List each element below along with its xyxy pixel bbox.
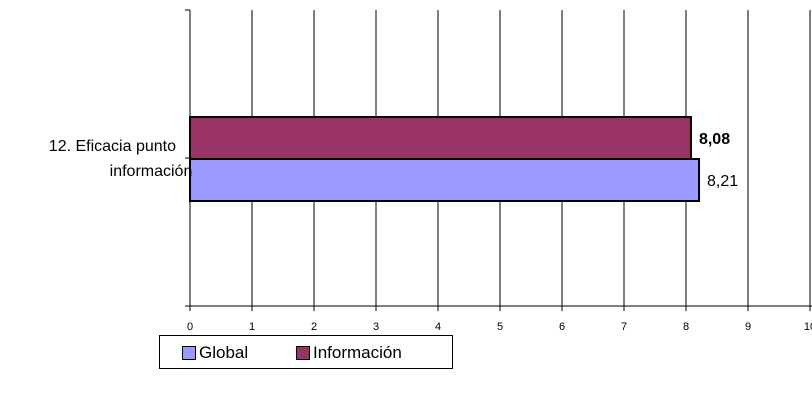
x-tick-label-6: 6 [559, 321, 565, 333]
x-tick-label-10: 10 [804, 321, 812, 333]
category-label-line-2: información [110, 163, 193, 180]
x-tick-label-7: 7 [621, 321, 627, 333]
legend-item-global: Global [182, 343, 248, 363]
legend-swatch-global [182, 346, 196, 360]
x-tick-label-1: 1 [249, 321, 255, 333]
bars: 8,08 8,21 [189, 116, 738, 202]
x-tick-label-8: 8 [683, 321, 689, 333]
legend-label-informacion: Información [313, 343, 402, 362]
x-tick-label-4: 4 [435, 321, 441, 333]
x-tick-labels: 0 1 2 3 4 5 6 7 8 9 10 [187, 321, 812, 333]
legend-label-global: Global [199, 343, 249, 362]
x-tick-label-2: 2 [311, 321, 317, 333]
legend-swatch-informacion [296, 346, 310, 360]
x-tick-label-9: 9 [745, 321, 751, 333]
legend: Global Información [159, 335, 453, 369]
category-label-line-1: 12. Eficacia punto [49, 138, 176, 155]
bar-informacion [189, 116, 692, 160]
data-label-global: 8,21 [707, 173, 738, 190]
x-tick-label-5: 5 [497, 321, 503, 333]
x-tick-label-3: 3 [373, 321, 379, 333]
data-label-informacion: 8,08 [699, 131, 730, 148]
legend-item-informacion: Información [296, 343, 402, 363]
bar-global [189, 158, 701, 202]
x-tick-label-0: 0 [187, 321, 193, 333]
